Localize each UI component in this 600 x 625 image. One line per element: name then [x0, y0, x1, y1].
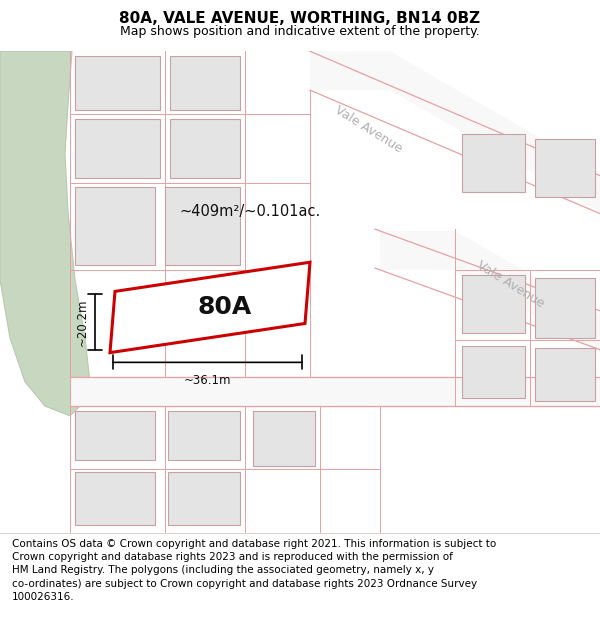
Polygon shape	[75, 472, 155, 525]
Polygon shape	[380, 231, 600, 352]
Polygon shape	[75, 188, 155, 265]
Polygon shape	[0, 51, 90, 416]
Polygon shape	[310, 51, 600, 212]
Polygon shape	[535, 139, 595, 197]
Text: ~36.1m: ~36.1m	[184, 374, 231, 387]
Text: Vale Avenue: Vale Avenue	[474, 259, 546, 311]
Polygon shape	[168, 472, 240, 525]
Text: 80A: 80A	[198, 296, 252, 319]
Text: Vale Avenue: Vale Avenue	[332, 103, 404, 155]
Polygon shape	[70, 377, 600, 406]
Text: ~409m²/~0.101ac.: ~409m²/~0.101ac.	[179, 204, 320, 219]
Polygon shape	[462, 346, 525, 398]
Polygon shape	[170, 119, 240, 178]
Text: Contains OS data © Crown copyright and database right 2021. This information is : Contains OS data © Crown copyright and d…	[12, 539, 496, 602]
Polygon shape	[462, 275, 525, 333]
Polygon shape	[165, 188, 240, 265]
Polygon shape	[535, 348, 595, 401]
Polygon shape	[75, 119, 160, 178]
Polygon shape	[75, 411, 155, 459]
Polygon shape	[535, 278, 595, 338]
Polygon shape	[110, 262, 310, 352]
Polygon shape	[75, 56, 160, 109]
Polygon shape	[170, 56, 240, 109]
Polygon shape	[462, 134, 525, 192]
Polygon shape	[253, 411, 315, 466]
Text: ~20.2m: ~20.2m	[76, 298, 89, 346]
Text: Map shows position and indicative extent of the property.: Map shows position and indicative extent…	[120, 26, 480, 39]
Polygon shape	[168, 411, 240, 459]
Text: 80A, VALE AVENUE, WORTHING, BN14 0BZ: 80A, VALE AVENUE, WORTHING, BN14 0BZ	[119, 11, 481, 26]
